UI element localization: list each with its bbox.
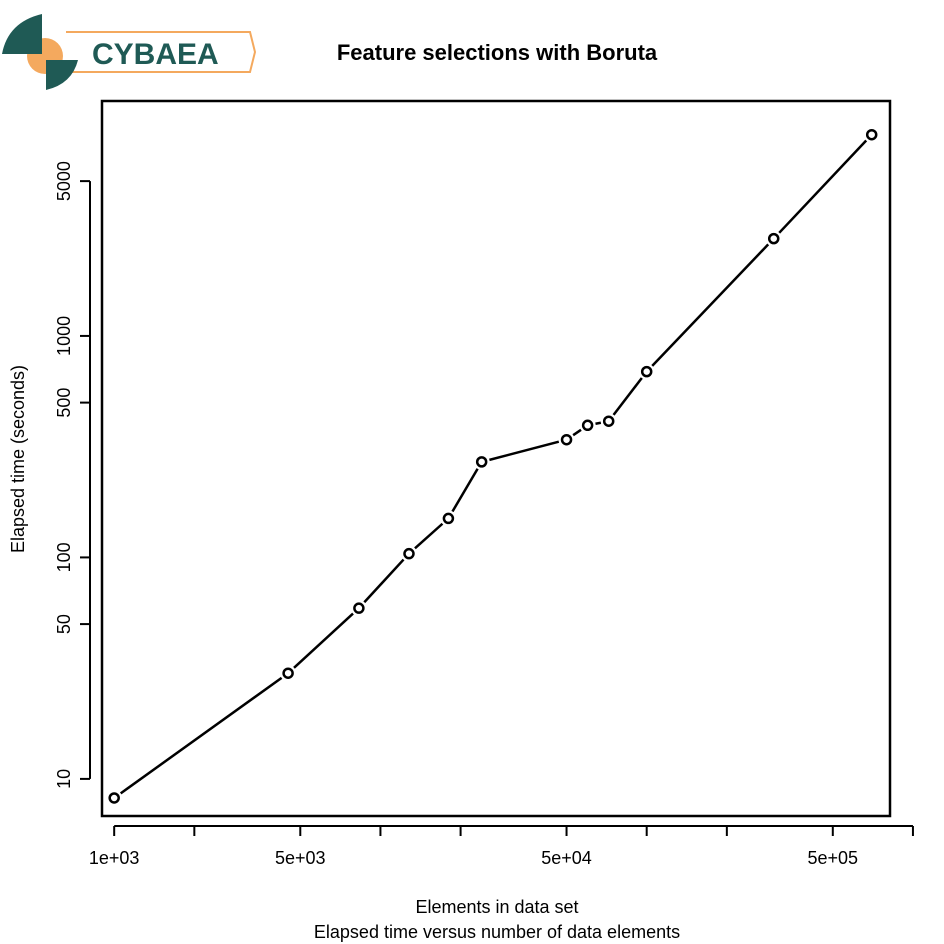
logo-text: CYBAEA (92, 38, 219, 71)
series-line-segment (595, 421, 602, 425)
series-line-segment (778, 139, 868, 234)
data-point (865, 128, 878, 141)
logo-banner-shape (66, 31, 257, 73)
data-point (640, 365, 653, 378)
y-tick-label: 50 (54, 614, 74, 634)
series-line-segment (572, 428, 582, 437)
series-line-segment (612, 377, 643, 416)
series-line-segment (489, 440, 560, 462)
data-point (767, 232, 780, 245)
data-point (442, 512, 455, 525)
logo-leaf-right (46, 60, 78, 90)
y-tick-label: 10 (54, 769, 74, 789)
plot-frame (100, 99, 892, 818)
data-point (108, 792, 120, 804)
x-tick-label: 1e+03 (89, 848, 140, 868)
series-line-segment (363, 558, 405, 604)
series-line-segment (293, 612, 354, 669)
y-tick-label: 100 (54, 542, 74, 572)
x-tick-label: 5e+05 (808, 848, 859, 868)
x-axis-label: Elements in data set (415, 897, 578, 917)
chart-subtitle: Elapsed time versus number of data eleme… (314, 922, 680, 942)
data-point (560, 433, 573, 446)
x-axis: 1e+03 5e+03 5e+04 5e+05 (89, 825, 914, 868)
y-tick-label: 5000 (54, 161, 74, 201)
data-point (475, 456, 488, 468)
y-axis-label: Elapsed time (seconds) (8, 365, 28, 553)
series-line-segment (451, 468, 479, 513)
series-line-segment (651, 243, 770, 367)
x-tick-label: 5e+04 (541, 848, 592, 868)
series-line-segment (414, 522, 444, 550)
series-line-segment (119, 676, 283, 795)
y-tick-label: 1000 (54, 316, 74, 356)
data-point (602, 415, 615, 427)
chart-title: Feature selections with Boruta (337, 40, 658, 65)
logo-leaf-left (2, 14, 42, 54)
x-tick-label: 5e+03 (275, 848, 326, 868)
data-point (353, 602, 365, 614)
data-point (581, 419, 594, 432)
y-tick-label: 500 (54, 388, 74, 418)
y-axis: 10 50 100 500 1000 5000 (54, 161, 91, 789)
series-layer (108, 128, 878, 804)
cybaea-logo: CYBAEA (2, 14, 257, 90)
data-point (282, 667, 294, 679)
data-point (403, 547, 415, 560)
